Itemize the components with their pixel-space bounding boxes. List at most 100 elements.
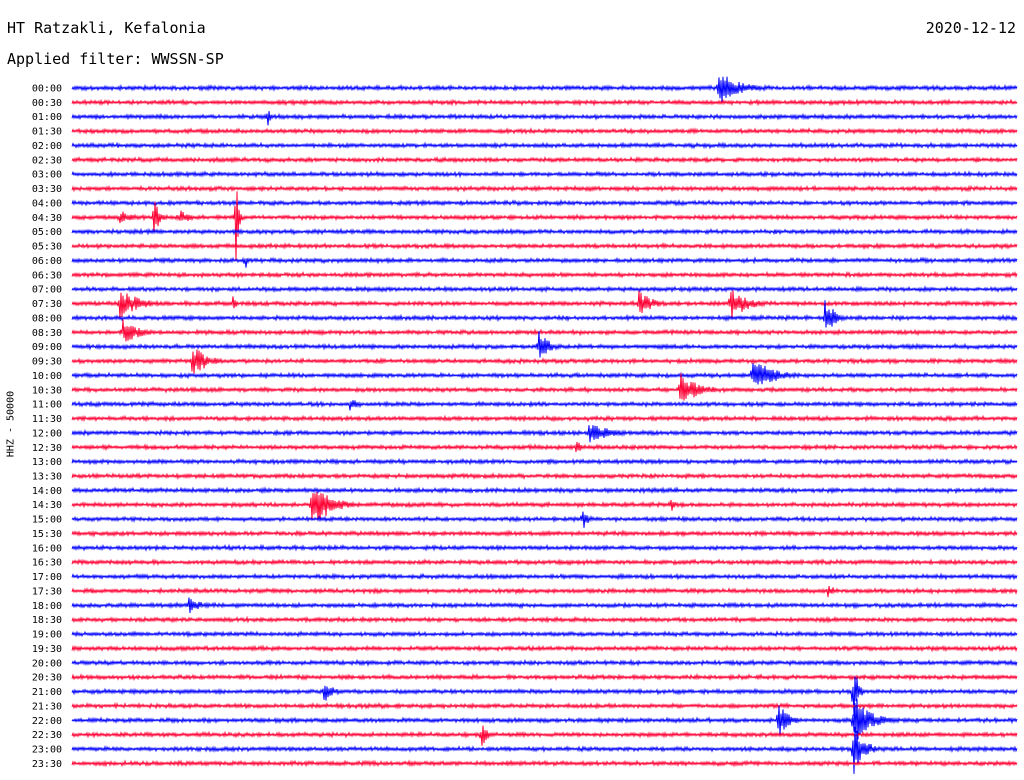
trace-line (71, 330, 1018, 358)
trace-line (71, 543, 1018, 552)
row-time-label: 18:00 (32, 601, 62, 612)
trace-line (71, 400, 1018, 411)
trace-line (71, 658, 1018, 667)
trace-line (71, 586, 1018, 598)
trace-line (71, 644, 1018, 653)
row-time-label: 23:30 (32, 759, 62, 770)
row-time-label: 10:00 (32, 371, 62, 382)
trace-line (71, 285, 1018, 294)
row-time-label: 03:30 (32, 184, 62, 195)
row-time-label: 08:30 (32, 328, 62, 339)
row-time-label: 13:30 (32, 471, 62, 482)
trace-line (71, 676, 1018, 716)
row-time-label: 01:30 (32, 127, 62, 138)
trace-line (71, 127, 1018, 135)
trace-line (71, 111, 1018, 126)
row-time-label: 17:00 (32, 572, 62, 583)
row-time-label: 00:30 (32, 98, 62, 109)
trace-line (71, 155, 1018, 164)
row-time-label: 19:00 (32, 630, 62, 641)
row-time-label: 11:30 (32, 414, 62, 425)
trace-line (71, 256, 1018, 268)
row-time-label: 11:00 (32, 400, 62, 411)
row-time-label: 09:30 (32, 357, 62, 368)
trace-line (71, 290, 1018, 320)
row-time-label: 02:30 (32, 155, 62, 166)
trace-line (71, 725, 1018, 746)
row-time-label: 04:30 (32, 213, 62, 224)
row-time-label: 14:30 (32, 500, 62, 511)
row-time-label: 05:30 (32, 242, 62, 253)
trace-line (71, 141, 1018, 150)
row-time-label: 22:30 (32, 730, 62, 741)
trace-line (71, 76, 1018, 103)
row-time-label: 00:00 (32, 84, 62, 95)
row-time-label: 02:00 (32, 141, 62, 152)
row-time-label: 23:00 (32, 745, 62, 756)
trace-line (71, 442, 1018, 452)
trace-line (71, 759, 1018, 768)
trace-line (71, 701, 1018, 710)
row-time-label: 17:30 (32, 586, 62, 597)
trace-line (71, 529, 1018, 538)
trace-line (71, 457, 1018, 466)
row-time-label: 21:30 (32, 701, 62, 712)
trace-line (71, 98, 1018, 107)
trace-line (71, 270, 1018, 279)
trace-line (71, 373, 1018, 401)
trace-line (71, 698, 1018, 740)
seismic-traces (71, 76, 1018, 774)
trace-line (71, 672, 1018, 682)
row-labels: 00:00 00:30 01:00 01:30 02:00 02:30 03:00 03:30… (32, 84, 62, 770)
row-time-label: 04:00 (32, 198, 62, 209)
trace-line (71, 349, 1018, 374)
row-time-label: 13:00 (32, 457, 62, 468)
trace-line (71, 300, 1018, 328)
row-time-label: 21:00 (32, 687, 62, 698)
trace-line (71, 629, 1018, 639)
row-time-label: 09:00 (32, 342, 62, 353)
trace-line (71, 319, 1018, 342)
trace-line (71, 184, 1018, 193)
row-time-label: 08:00 (32, 313, 62, 324)
row-time-label: 18:30 (32, 615, 62, 626)
row-time-label: 15:30 (32, 529, 62, 540)
trace-line (71, 486, 1018, 495)
trace-line (71, 726, 1018, 774)
row-time-label: 16:00 (32, 543, 62, 554)
trace-line (71, 227, 1018, 236)
row-time-label: 15:00 (32, 515, 62, 526)
row-time-label: 06:00 (32, 256, 62, 267)
row-time-label: 20:30 (32, 673, 62, 684)
row-time-label: 12:30 (32, 443, 62, 454)
row-time-label: 14:00 (32, 486, 62, 497)
trace-line (71, 572, 1018, 581)
row-time-label: 07:30 (32, 299, 62, 310)
row-time-label: 06:30 (32, 270, 62, 281)
trace-line (71, 491, 1018, 522)
row-time-label: 05:00 (32, 227, 62, 238)
trace-line (71, 241, 1018, 251)
trace-line (71, 511, 1018, 528)
trace-line (71, 558, 1018, 567)
station-title: HT Ratzakli, Kefalonia (7, 19, 206, 37)
row-time-label: 20:00 (32, 658, 62, 669)
trace-line (71, 191, 1018, 261)
trace-line (71, 425, 1018, 443)
row-time-label: 03:00 (32, 170, 62, 181)
trace-line (71, 472, 1018, 481)
row-time-label: 10:30 (32, 385, 62, 396)
row-time-label: 22:00 (32, 716, 62, 727)
trace-line (71, 363, 1018, 385)
trace-line (71, 170, 1018, 179)
record-date: 2020-12-12 (925, 19, 1016, 37)
trace-line (71, 414, 1018, 423)
filter-label: Applied filter: WWSSN-SP (7, 50, 224, 68)
trace-line (71, 198, 1018, 208)
row-time-label: 16:30 (32, 558, 62, 569)
row-time-label: 12:00 (32, 428, 62, 439)
row-time-label: 19:30 (32, 644, 62, 655)
row-time-label: 01:00 (32, 112, 62, 123)
row-time-label: 07:00 (32, 285, 62, 296)
